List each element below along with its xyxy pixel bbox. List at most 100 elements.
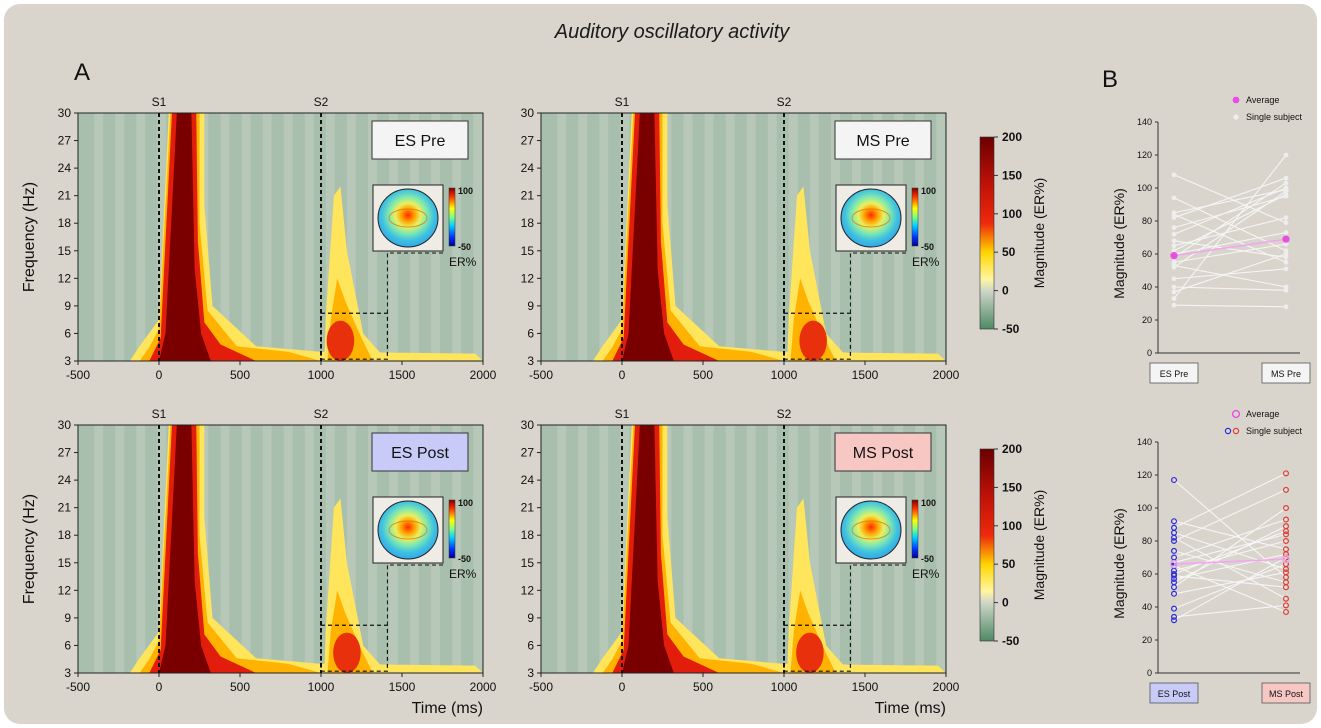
subject-point bbox=[1283, 304, 1289, 310]
y-tick-label: 40 bbox=[1142, 282, 1152, 292]
subject-line bbox=[1173, 530, 1287, 575]
heatmap-stripe bbox=[136, 113, 146, 361]
x-tick-label: 2000 bbox=[933, 680, 960, 694]
heatmap-stripe bbox=[94, 425, 104, 673]
heatmap-stripe bbox=[704, 113, 714, 361]
category-box bbox=[1149, 682, 1199, 704]
heatmap-stripe bbox=[809, 113, 819, 361]
y-tick-label: 12 bbox=[521, 271, 535, 285]
average-line bbox=[1173, 558, 1287, 565]
heatmap-stripe bbox=[746, 425, 756, 673]
y-tick-label: 3 bbox=[64, 354, 71, 368]
y-tick-label: 40 bbox=[1142, 602, 1152, 612]
heatmap-stripe bbox=[136, 425, 146, 673]
subject-point bbox=[1171, 296, 1177, 301]
plot-frame bbox=[77, 424, 484, 674]
category-box bbox=[1261, 682, 1311, 704]
topography-map bbox=[840, 500, 902, 560]
subject-point bbox=[1283, 251, 1289, 257]
topography-map bbox=[377, 500, 439, 560]
heatmap-stripe bbox=[725, 113, 735, 361]
x-tick-label: 1500 bbox=[852, 680, 879, 694]
subject-point bbox=[1283, 266, 1289, 272]
subject-line bbox=[1173, 519, 1287, 559]
y-tick-label: 15 bbox=[521, 244, 535, 258]
x-tick-label: 0 bbox=[619, 368, 626, 382]
y-tick-label: 6 bbox=[527, 638, 534, 652]
subject-point bbox=[1282, 486, 1289, 493]
legend-subject-label: Single subject bbox=[1246, 426, 1303, 436]
subject-point bbox=[1170, 617, 1177, 624]
subject-point bbox=[1171, 231, 1177, 237]
heatmap-stripe bbox=[262, 113, 272, 361]
colorbar-tick-label: 0 bbox=[1002, 284, 1009, 298]
colorbar-label: Magnitude (ER%) bbox=[1031, 178, 1047, 289]
subject-line bbox=[1173, 507, 1287, 588]
topography-unit-label: ER% bbox=[449, 567, 477, 581]
subject-line bbox=[1173, 557, 1287, 621]
s1-label: S1 bbox=[152, 95, 167, 109]
subject-line bbox=[1173, 286, 1287, 291]
subject-point bbox=[1171, 302, 1177, 308]
colorbars: 200 150 100 50 0 -50 Magnitude (ER%) 200 150 100 5… bbox=[979, 130, 1047, 648]
y-tick-label: 100 bbox=[1137, 183, 1152, 193]
condition-label: ES Pre bbox=[395, 133, 446, 150]
colorbar-tick-label: -50 bbox=[1002, 322, 1020, 336]
heatmap-stripe bbox=[220, 113, 230, 361]
topography-map bbox=[840, 188, 902, 248]
subject-point bbox=[1283, 248, 1289, 254]
heatmap-stripe bbox=[241, 425, 251, 673]
subject-point bbox=[1171, 259, 1177, 265]
x-tick-label: 1000 bbox=[771, 680, 798, 694]
subject-point bbox=[1171, 276, 1177, 282]
y-tick-label: 24 bbox=[521, 161, 535, 175]
subject-line bbox=[1173, 532, 1287, 570]
subject-point bbox=[1282, 528, 1289, 535]
x-tick-label: 1000 bbox=[308, 368, 335, 382]
heatmap-stripe bbox=[725, 425, 735, 673]
subject-line bbox=[1173, 154, 1287, 299]
topography-max-label: 100 bbox=[921, 498, 936, 508]
y-tick-label: 21 bbox=[521, 189, 535, 203]
colorbar-gradient bbox=[979, 448, 995, 642]
subject-point bbox=[1170, 605, 1177, 612]
y-tick-label: 18 bbox=[58, 528, 72, 542]
topography-unit-label: ER% bbox=[912, 567, 940, 581]
heatmap-stripe bbox=[241, 113, 251, 361]
heatmap-stripe bbox=[367, 425, 377, 673]
subject-point bbox=[1283, 185, 1289, 191]
topography-colorbar bbox=[911, 187, 919, 247]
topography-max-label: 100 bbox=[921, 186, 936, 196]
x-tick-label: -500 bbox=[66, 680, 90, 694]
subject-point bbox=[1170, 584, 1177, 591]
heatmap-stripe bbox=[683, 113, 693, 361]
heatmap-stripe bbox=[262, 425, 272, 673]
x-tick-label: 2000 bbox=[470, 368, 497, 382]
subject-point bbox=[1283, 188, 1289, 194]
subject-line bbox=[1173, 604, 1287, 618]
subject-line bbox=[1173, 553, 1287, 580]
y-tick-label: 20 bbox=[1142, 315, 1152, 325]
x-tick-label: 1000 bbox=[308, 680, 335, 694]
average-line bbox=[1173, 238, 1287, 257]
x-axis-label: Time (ms) bbox=[412, 700, 483, 717]
category-box bbox=[1149, 362, 1199, 384]
panel-b-label: B bbox=[1102, 66, 1118, 93]
y-tick-label: 80 bbox=[1142, 216, 1152, 226]
y-tick-label: 100 bbox=[1137, 503, 1152, 513]
x-tick-label: 0 bbox=[156, 368, 163, 382]
x-tick-label: 0 bbox=[156, 680, 163, 694]
s2-label: S2 bbox=[777, 95, 792, 109]
topography-colorbar bbox=[911, 499, 919, 559]
subject-point bbox=[1171, 248, 1177, 254]
subject-point bbox=[1171, 238, 1177, 244]
subject-point bbox=[1171, 243, 1177, 249]
s2-label: S2 bbox=[777, 407, 792, 421]
heatmap-stripe bbox=[788, 425, 798, 673]
subject-line bbox=[1173, 540, 1287, 572]
subject-point bbox=[1170, 613, 1177, 620]
heatmap-stripe bbox=[578, 425, 588, 673]
x-tick-label: 2000 bbox=[933, 368, 960, 382]
subject-point bbox=[1283, 230, 1289, 235]
